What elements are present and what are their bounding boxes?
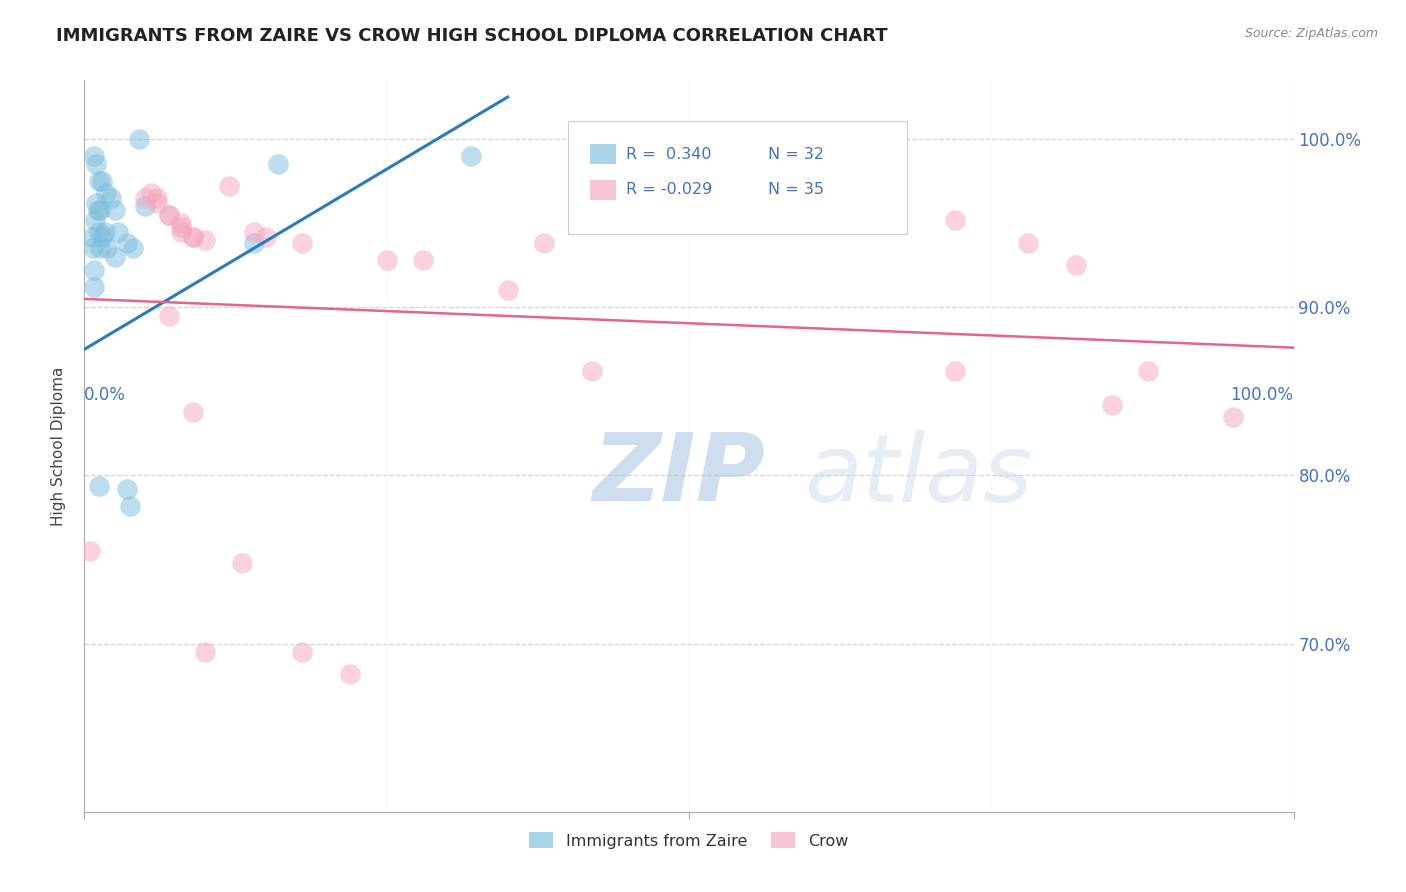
- Point: [82, 242, 104, 256]
- Point: [291, 236, 314, 251]
- Point: [581, 364, 603, 378]
- Point: [104, 250, 127, 264]
- Point: [267, 157, 290, 171]
- Bar: [589, 180, 616, 200]
- Point: [100, 191, 122, 205]
- Point: [412, 253, 434, 268]
- Point: [91, 174, 114, 188]
- Point: [120, 499, 142, 513]
- Point: [157, 208, 180, 222]
- Point: [181, 229, 204, 244]
- Point: [181, 229, 204, 244]
- Point: [254, 229, 277, 244]
- Point: [107, 225, 129, 239]
- Text: IMMIGRANTS FROM ZAIRE VS CROW HIGH SCHOOL DIPLOMA CORRELATION CHART: IMMIGRANTS FROM ZAIRE VS CROW HIGH SCHOO…: [56, 27, 887, 45]
- Text: 100.0%: 100.0%: [1230, 386, 1294, 404]
- Point: [83, 149, 105, 163]
- Point: [218, 179, 240, 194]
- FancyBboxPatch shape: [568, 120, 907, 234]
- Point: [104, 202, 127, 217]
- Point: [181, 404, 204, 418]
- Point: [79, 544, 101, 558]
- Point: [87, 478, 110, 492]
- Point: [87, 174, 110, 188]
- Point: [533, 236, 555, 251]
- Legend: Immigrants from Zaire, Crow: Immigrants from Zaire, Crow: [523, 826, 855, 855]
- Point: [80, 229, 103, 244]
- Point: [170, 216, 193, 230]
- Point: [242, 225, 264, 239]
- Point: [170, 219, 193, 234]
- Point: [91, 229, 114, 244]
- Point: [231, 556, 253, 570]
- Point: [943, 212, 966, 227]
- Point: [1017, 236, 1039, 251]
- Point: [86, 202, 108, 217]
- Point: [134, 199, 156, 213]
- Point: [291, 645, 314, 659]
- Point: [86, 157, 108, 171]
- Point: [89, 202, 111, 217]
- Point: [115, 236, 138, 251]
- Point: [94, 225, 117, 239]
- Point: [121, 242, 143, 256]
- Point: [146, 191, 169, 205]
- Point: [89, 242, 111, 256]
- Text: Source: ZipAtlas.com: Source: ZipAtlas.com: [1244, 27, 1378, 40]
- Point: [194, 645, 217, 659]
- Point: [86, 196, 108, 211]
- Y-axis label: High School Diploma: High School Diploma: [51, 367, 66, 525]
- Point: [134, 191, 156, 205]
- Text: 0.0%: 0.0%: [84, 386, 127, 404]
- Text: R = -0.029: R = -0.029: [626, 183, 713, 197]
- Text: N = 35: N = 35: [768, 183, 824, 197]
- Point: [94, 186, 117, 200]
- Point: [496, 284, 519, 298]
- Text: N = 32: N = 32: [768, 146, 824, 161]
- Point: [157, 309, 180, 323]
- Point: [84, 212, 107, 227]
- Text: ZIP: ZIP: [592, 429, 765, 521]
- Point: [146, 196, 169, 211]
- Point: [128, 132, 150, 146]
- Point: [87, 225, 110, 239]
- Point: [1101, 398, 1123, 412]
- Point: [83, 263, 105, 277]
- Point: [1064, 258, 1087, 272]
- Point: [375, 253, 398, 268]
- Point: [460, 149, 482, 163]
- Point: [96, 242, 118, 256]
- Point: [1222, 409, 1244, 424]
- Point: [115, 482, 138, 496]
- Point: [1137, 364, 1160, 378]
- Point: [339, 666, 361, 681]
- Point: [194, 233, 217, 247]
- Text: R =  0.340: R = 0.340: [626, 146, 711, 161]
- Point: [943, 364, 966, 378]
- Text: atlas: atlas: [804, 430, 1032, 521]
- Bar: [589, 144, 616, 164]
- Point: [170, 225, 193, 239]
- Point: [83, 280, 105, 294]
- Point: [242, 236, 264, 251]
- Point: [157, 208, 180, 222]
- Point: [139, 186, 162, 200]
